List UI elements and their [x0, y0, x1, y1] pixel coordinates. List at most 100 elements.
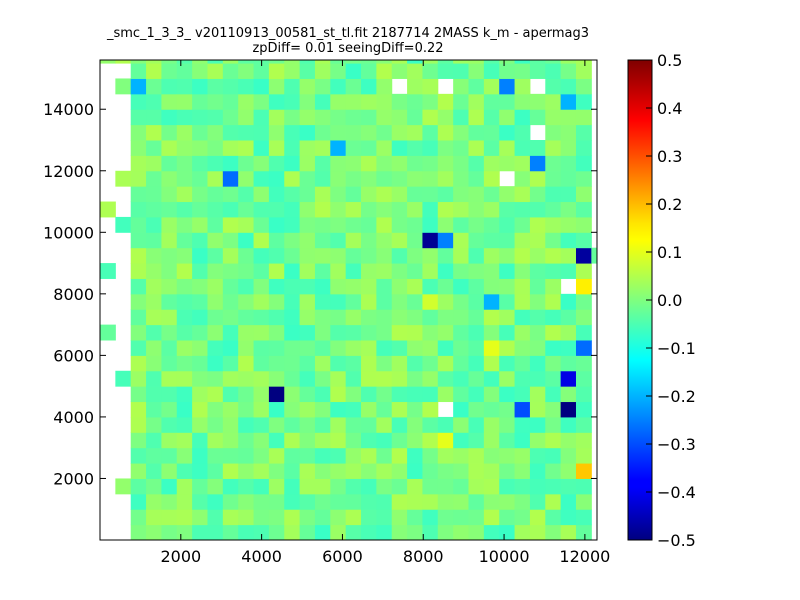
heatmap-cell: [407, 386, 423, 403]
heatmap-cell: [130, 401, 147, 418]
heatmap-cell: [268, 263, 285, 279]
heatmap-cell: [130, 355, 147, 372]
heatmap-cell: [314, 401, 331, 418]
heatmap-cell: [146, 463, 162, 479]
heatmap-cell: [361, 232, 377, 249]
heatmap-cell: [238, 216, 255, 233]
heatmap-cell: [146, 386, 162, 403]
heatmap-cell: [299, 293, 316, 310]
heatmap-cell: [376, 432, 393, 449]
heatmap-cell: [453, 278, 470, 295]
heatmap-cell: [453, 170, 470, 187]
heatmap-cell: [314, 293, 331, 310]
heatmap-cell: [222, 463, 239, 479]
heatmap-cell: [407, 216, 423, 233]
heatmap-cell: [453, 432, 470, 449]
heatmap-cell: [560, 478, 577, 495]
heatmap-cell: [176, 247, 193, 264]
heatmap-cell: [376, 355, 393, 372]
heatmap-cell: [299, 401, 316, 418]
heatmap-cell: [376, 170, 393, 187]
heatmap-cell: [391, 109, 408, 126]
colorbar-tick-label: −0.1: [657, 339, 696, 358]
heatmap-cell: [314, 340, 331, 356]
heatmap-cell: [453, 401, 470, 418]
heatmap-cell: [560, 201, 577, 218]
heatmap-cell: [130, 278, 147, 295]
heatmap-cell: [453, 324, 470, 341]
colorbar-tick-label: 0.4: [657, 99, 682, 118]
heatmap-cell: [361, 478, 377, 495]
heatmap-cell: [361, 186, 377, 203]
heatmap-cell: [238, 370, 255, 387]
heatmap-cell: [345, 478, 362, 495]
heatmap-cell: [130, 324, 147, 341]
heatmap-cell: [314, 186, 331, 203]
heatmap-cell: [207, 416, 224, 433]
heatmap-cell: [284, 232, 301, 249]
heatmap-cell: [238, 232, 255, 249]
heatmap-cell: [284, 524, 301, 541]
y-tick-label: 12000: [43, 162, 94, 181]
heatmap-cell: [575, 401, 592, 418]
heatmap-cell: [222, 386, 239, 403]
heatmap-cell: [330, 263, 347, 279]
heatmap-cell: [330, 386, 347, 403]
heatmap-cell: [207, 386, 224, 403]
heatmap-cell: [391, 278, 408, 295]
heatmap-cell: [314, 93, 331, 110]
heatmap-cell: [161, 216, 178, 233]
heatmap-cell: [453, 247, 470, 264]
heatmap-cell: [345, 247, 362, 264]
heatmap-cell: [268, 63, 285, 79]
heatmap-cell: [100, 263, 116, 279]
heatmap-cell: [529, 278, 546, 295]
heatmap-cell: [361, 416, 377, 433]
heatmap-cell: [407, 263, 423, 279]
heatmap-cell: [514, 401, 531, 418]
heatmap-cell: [330, 232, 347, 249]
heatmap-cell: [514, 78, 531, 95]
heatmap-cell: [238, 416, 255, 433]
heatmap-cell: [207, 93, 224, 110]
heatmap-cell: [514, 155, 531, 172]
heatmap-cell: [330, 63, 347, 79]
colorbar-tick-label: −0.5: [657, 531, 696, 550]
heatmap-cell: [284, 247, 301, 264]
heatmap-cell: [560, 63, 577, 79]
heatmap-cell: [314, 247, 331, 264]
heatmap-cell: [468, 432, 485, 449]
heatmap-cell: [238, 155, 255, 172]
heatmap-cell: [560, 186, 577, 203]
heatmap-cell: [560, 309, 577, 326]
heatmap-cell: [161, 493, 178, 510]
heatmap-cell: [238, 201, 255, 218]
heatmap-cell: [483, 216, 500, 233]
heatmap-cell: [514, 232, 531, 249]
heatmap-cell: [545, 155, 562, 172]
colorbar-tick-label: −0.2: [657, 387, 696, 406]
heatmap-cell: [422, 324, 439, 341]
heatmap-cell: [253, 324, 270, 341]
heatmap-cell: [345, 63, 362, 79]
heatmap-cell: [130, 93, 147, 110]
heatmap-cell: [238, 170, 255, 187]
heatmap-cell: [253, 278, 270, 295]
heatmap-cell: [575, 216, 592, 233]
heatmap-cell: [391, 170, 408, 187]
heatmap-cell: [176, 340, 193, 356]
heatmap-cell: [499, 247, 516, 264]
heatmap-cell: [345, 155, 362, 172]
heatmap-cell: [376, 524, 393, 541]
heatmap-cell: [529, 324, 546, 341]
heatmap-cell: [314, 309, 331, 326]
heatmap-cell: [253, 93, 270, 110]
heatmap-cell: [361, 247, 377, 264]
heatmap-cell: [146, 216, 162, 233]
heatmap-cell: [253, 340, 270, 356]
heatmap-cell: [268, 309, 285, 326]
colorbar-tick-label: 0.0: [657, 291, 682, 310]
heatmap-cell: [314, 278, 331, 295]
heatmap-cell: [284, 478, 301, 495]
